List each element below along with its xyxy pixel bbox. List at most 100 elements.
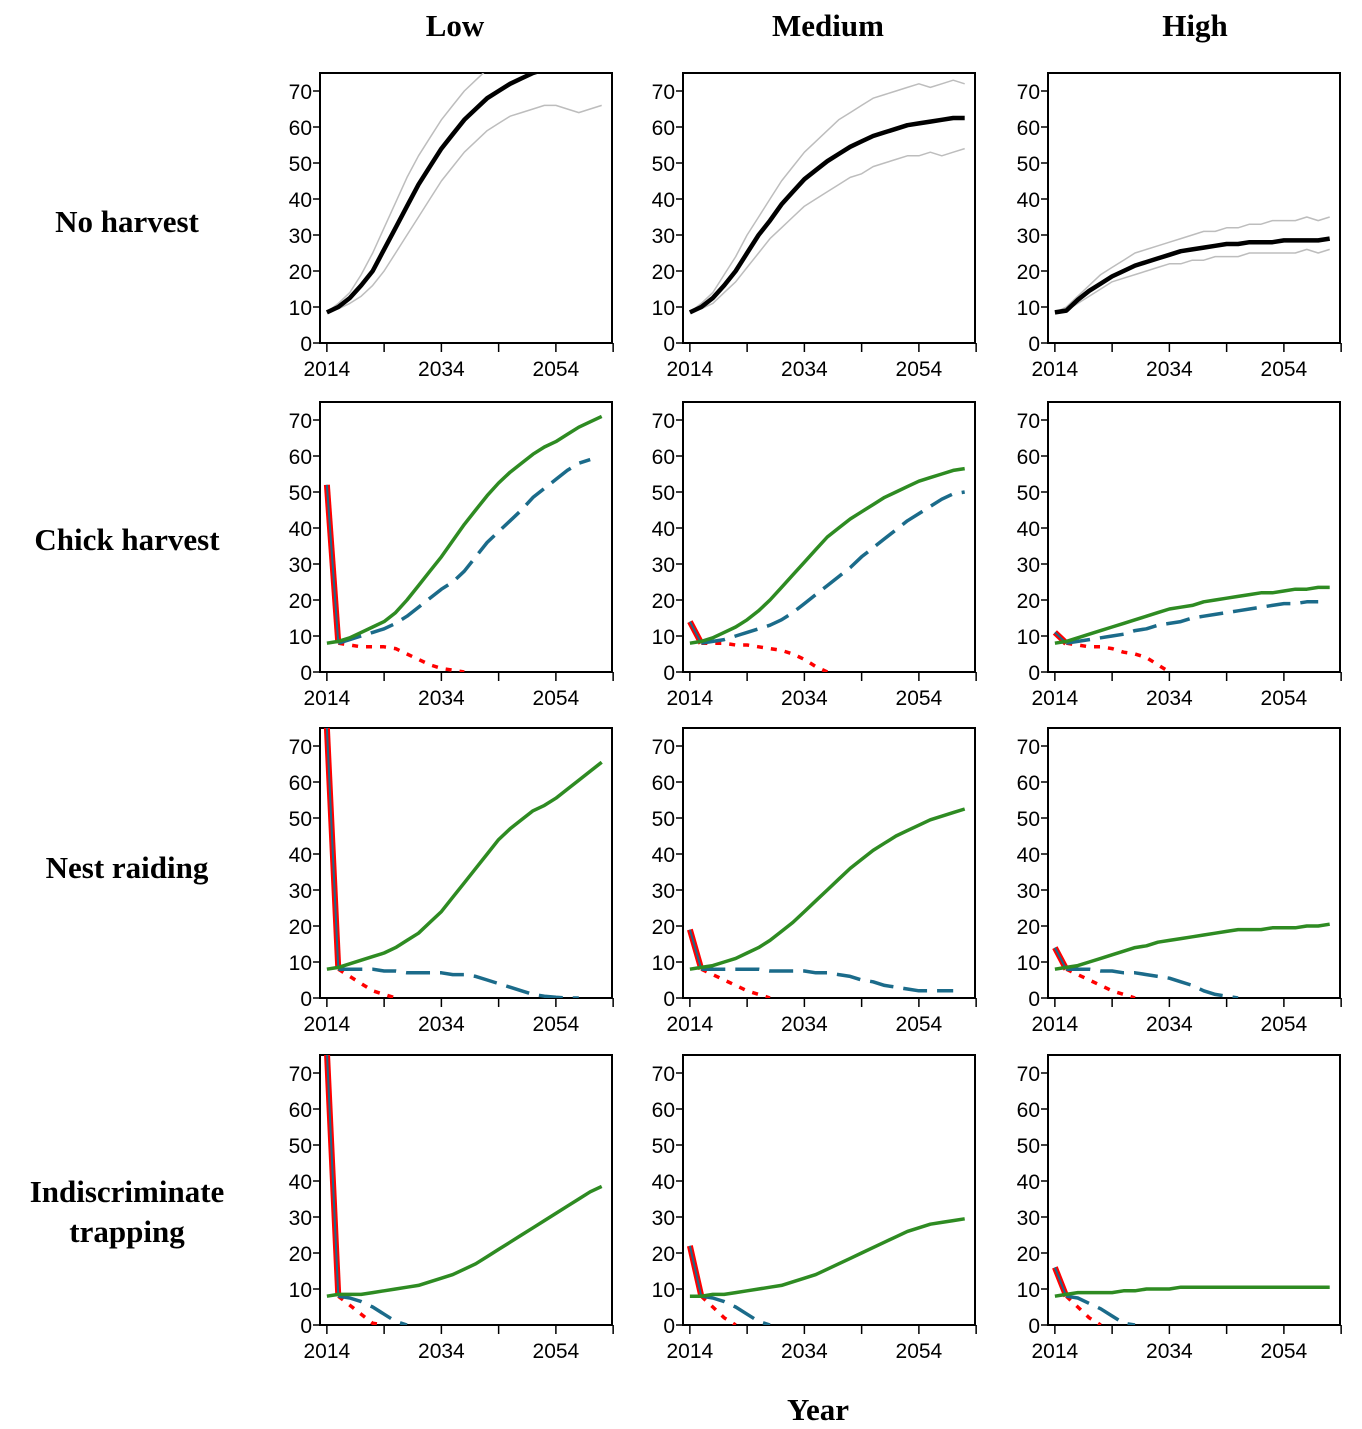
y-tick-label: 20 [1017, 1243, 1040, 1266]
y-tick-label: 60 [1017, 117, 1040, 140]
y-tick-label: 70 [289, 1063, 312, 1086]
panel-frame [1047, 72, 1341, 344]
plot-area [1052, 922, 1330, 998]
y-tick-label: 40 [652, 189, 675, 212]
line [326, 760, 603, 971]
line [1054, 1285, 1330, 1298]
y-tick-label: 20 [289, 916, 312, 939]
y-tick-label: 20 [1017, 916, 1040, 939]
x-tick-label: 2054 [896, 358, 943, 381]
x-tick-label: 2054 [1261, 1340, 1308, 1363]
y-tick-label: 0 [1028, 662, 1040, 685]
x-tick-label: 2034 [418, 1340, 465, 1363]
y-tick-label: 0 [663, 333, 675, 356]
y-tick-label: 10 [652, 952, 675, 975]
y-tick-label: 10 [652, 297, 675, 320]
x-tick-label: 2034 [781, 1340, 828, 1363]
y-tick-label: 0 [300, 1315, 312, 1338]
line [688, 929, 703, 970]
x-tick-label: 2034 [781, 687, 828, 710]
line [688, 115, 965, 315]
x-tick-label: 2014 [1032, 1013, 1079, 1036]
y-tick-label: 60 [1017, 1099, 1040, 1122]
plot-area [323, 414, 603, 672]
x-tick-label: 2014 [304, 687, 351, 710]
line [1066, 641, 1171, 672]
y-tick-label: 70 [652, 1063, 675, 1086]
y-tick-label: 0 [300, 333, 312, 356]
y-tick-label: 20 [652, 590, 675, 613]
y-tick-label: 0 [663, 988, 675, 1011]
plot-area [1052, 585, 1330, 672]
y-tick-label: 30 [1017, 1207, 1040, 1230]
line [1065, 967, 1136, 998]
y-tick-label: 70 [1017, 736, 1040, 759]
column-title: Medium [772, 8, 884, 43]
panel-frame [682, 1054, 976, 1326]
y-tick-label: 50 [652, 808, 675, 831]
x-tick-label: 2034 [781, 1013, 828, 1036]
y-tick-label: 40 [652, 518, 675, 541]
y-tick-label: 20 [652, 1243, 675, 1266]
plot-area [323, 728, 603, 998]
line [337, 1294, 385, 1325]
y-tick-label: 10 [289, 952, 312, 975]
y-tick-label: 30 [289, 880, 312, 903]
line [1054, 236, 1331, 315]
line [326, 1055, 340, 1297]
line [1054, 248, 1330, 314]
line [326, 414, 603, 645]
x-tick-label: 2054 [896, 687, 943, 710]
x-tick-label: 2054 [533, 687, 580, 710]
panel-frame [682, 727, 976, 999]
row-title: Chick harvest [34, 522, 220, 557]
y-tick-label: 0 [663, 1315, 675, 1338]
y-tick-label: 70 [289, 410, 312, 433]
y-tick-label: 10 [1017, 626, 1040, 649]
y-tick-label: 50 [289, 153, 312, 176]
y-tick-label: 60 [652, 446, 675, 469]
y-tick-label: 0 [300, 662, 312, 685]
y-tick-label: 70 [1017, 1063, 1040, 1086]
y-tick-label: 30 [289, 225, 312, 248]
y-tick-label: 20 [652, 261, 675, 284]
y-tick-label: 70 [289, 736, 312, 759]
y-tick-label: 40 [289, 844, 312, 867]
line [325, 728, 340, 970]
y-tick-label: 40 [289, 1171, 312, 1194]
panel-frame [682, 72, 976, 344]
y-tick-label: 30 [652, 225, 675, 248]
line [688, 1245, 703, 1297]
y-tick-label: 20 [1017, 261, 1040, 284]
line [337, 967, 397, 998]
y-tick-label: 30 [652, 1207, 675, 1230]
plot-area [324, 1055, 603, 1325]
y-tick-label: 0 [1028, 1315, 1040, 1338]
y-tick-label: 0 [663, 662, 675, 685]
line [689, 807, 966, 971]
y-tick-label: 30 [289, 1207, 312, 1230]
x-tick-label: 2014 [304, 1340, 351, 1363]
x-tick-label: 2014 [667, 687, 714, 710]
x-tick-label: 2014 [1032, 687, 1079, 710]
y-tick-label: 30 [1017, 880, 1040, 903]
y-tick-label: 40 [652, 844, 675, 867]
x-tick-label: 2054 [896, 1013, 943, 1036]
y-tick-label: 10 [1017, 1279, 1040, 1302]
plot-area [687, 807, 966, 998]
x-tick-label: 2034 [1146, 358, 1193, 381]
line [689, 147, 965, 314]
y-tick-label: 50 [1017, 808, 1040, 831]
x-tick-label: 2054 [1261, 1013, 1308, 1036]
x-tick-label: 2054 [533, 1013, 580, 1036]
line [689, 1217, 965, 1298]
x-tick-label: 2034 [1146, 1340, 1193, 1363]
y-tick-label: 10 [289, 1279, 312, 1302]
y-tick-label: 70 [1017, 410, 1040, 433]
x-tick-label: 2054 [1261, 358, 1308, 381]
line [338, 967, 579, 998]
y-tick-label: 50 [652, 1135, 675, 1158]
x-tick-label: 2054 [896, 1340, 943, 1363]
y-tick-label: 40 [1017, 844, 1040, 867]
y-tick-label: 70 [652, 736, 675, 759]
